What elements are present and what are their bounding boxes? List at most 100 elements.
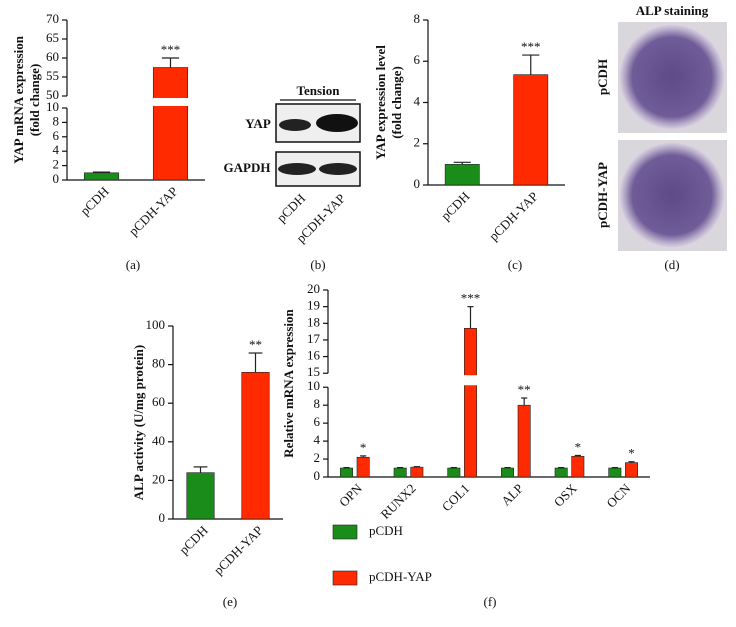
y-tick-label: 2 <box>53 157 60 172</box>
y-tick-label: 18 <box>307 314 320 329</box>
y-tick-label: 60 <box>46 49 59 64</box>
x-tick-label: OSX <box>551 480 580 509</box>
blot-band <box>278 163 316 175</box>
legend-swatch <box>332 570 358 586</box>
y-tick-label: 80 <box>152 356 165 371</box>
bar <box>464 327 477 478</box>
x-tick-label: ALP <box>498 481 526 509</box>
y-tick-label: 50 <box>46 87 59 102</box>
y-tick-label: 0 <box>159 510 166 525</box>
bar <box>393 467 407 478</box>
significance-label: ** <box>249 337 262 352</box>
bar <box>152 67 189 181</box>
significance-label: * <box>628 446 635 461</box>
bar <box>608 467 622 478</box>
panel-label: (b) <box>310 257 325 272</box>
staining-panel: ALP staining pCDH pCDH-YAP (d) <box>595 3 727 272</box>
y-tick-label: 2 <box>414 135 421 150</box>
blot-panel: Tension YAP GAPDH pCDH pCDH-YAP (b) <box>224 83 361 272</box>
x-tick-label: pCDH <box>438 189 473 224</box>
y-axis-label: ALP activity (U/mg protein) <box>131 345 146 500</box>
y-tick-label: 4 <box>414 93 421 108</box>
y-tick-label: 8 <box>414 11 421 26</box>
blot-row-label: YAP <box>245 116 271 131</box>
y-tick-label: 55 <box>46 68 59 83</box>
y-tick-label: 100 <box>146 317 166 332</box>
y-tick-label: 10 <box>307 378 320 393</box>
staining-row-label: pCDH <box>595 59 610 95</box>
y-tick-label: 15 <box>307 364 320 379</box>
y-tick-label: 10 <box>46 99 59 114</box>
x-tick-label: pCDH-YAP <box>486 189 541 244</box>
panel-label: (c) <box>508 257 522 272</box>
y-tick-label: 65 <box>46 30 59 45</box>
y-axis-label: YAP mRNA expression <box>11 35 26 164</box>
y-tick-label: 0 <box>414 176 421 191</box>
significance-label: * <box>575 439 582 454</box>
bar <box>501 467 514 478</box>
stained-well <box>619 142 725 248</box>
y-tick-label: 16 <box>307 348 321 363</box>
bar <box>444 164 480 186</box>
x-tick-label: COL1 <box>439 481 473 515</box>
y-tick-label: 20 <box>307 281 320 296</box>
y-tick-label: 6 <box>53 128 60 143</box>
panel-label: (f) <box>484 594 497 609</box>
panel-label: (a) <box>126 257 140 272</box>
panel-label: (e) <box>223 594 237 609</box>
axis-break <box>68 98 206 106</box>
axis-break <box>329 375 651 386</box>
y-tick-label: 20 <box>152 471 165 486</box>
y-tick-label: 0 <box>53 171 60 186</box>
y-axis-label: YAP expression level <box>373 45 388 160</box>
stained-well <box>619 24 725 130</box>
y-tick-label: 2 <box>314 450 321 465</box>
panel-label: (d) <box>664 257 679 272</box>
y-tick-label: 17 <box>307 331 321 346</box>
y-tick-label: 8 <box>314 396 321 411</box>
blot-band <box>316 114 358 132</box>
bar <box>410 466 424 478</box>
bar <box>447 467 461 478</box>
staining-row-label: pCDH-YAP <box>595 162 610 228</box>
bar <box>83 172 120 181</box>
y-tick-label: 6 <box>314 414 321 429</box>
y-tick-label: 60 <box>152 394 165 409</box>
bar <box>340 467 353 478</box>
x-tick-label: OCN <box>603 480 633 510</box>
staining-title: ALP staining <box>636 3 709 18</box>
blot-title: Tension <box>297 83 341 98</box>
bar <box>513 74 549 186</box>
y-axis-label: Relative mRNA expression <box>281 308 296 457</box>
bar <box>554 467 568 478</box>
y-tick-label: 19 <box>307 298 320 313</box>
y-axis-label: (fold change) <box>389 66 404 139</box>
x-tick-label: OPN <box>336 480 365 509</box>
significance-label: * <box>360 440 367 455</box>
bar <box>241 372 270 520</box>
blot-band <box>279 119 311 131</box>
y-tick-label: 40 <box>152 433 165 448</box>
x-tick-label: pCDH <box>77 184 112 219</box>
legend-swatch <box>332 524 358 540</box>
y-axis-label: (fold change) <box>27 64 42 137</box>
x-tick-label: RUNX2 <box>377 481 418 522</box>
y-tick-label: 70 <box>46 11 59 26</box>
blot-row-label: GAPDH <box>224 160 271 175</box>
bar <box>571 456 585 478</box>
y-tick-label: 4 <box>53 142 60 157</box>
x-tick-label: pCDH-YAP <box>211 523 266 578</box>
y-tick-label: 6 <box>414 52 421 67</box>
bar <box>625 462 638 478</box>
blot-lane-label: pCDH <box>274 191 309 226</box>
significance-label: *** <box>461 291 481 306</box>
legend-label: pCDH <box>369 523 403 538</box>
bar <box>517 404 531 478</box>
legend-label: pCDH-YAP <box>369 569 432 584</box>
significance-label: *** <box>161 42 181 57</box>
x-tick-label: pCDH <box>176 523 211 558</box>
blot-band <box>319 163 357 175</box>
bar <box>186 472 215 520</box>
x-tick-label: pCDH-YAP <box>126 184 181 239</box>
